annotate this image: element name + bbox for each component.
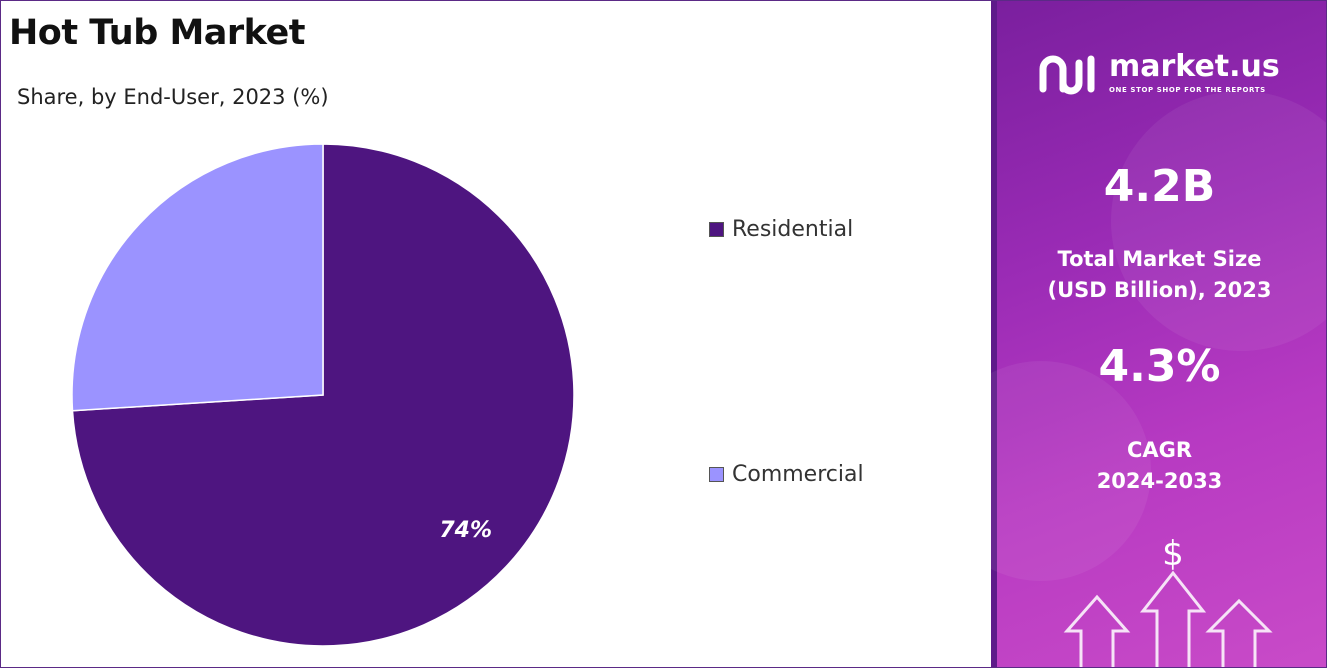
cagr-label-line1: CAGR	[1126, 438, 1193, 462]
brand-name: market.us	[1109, 49, 1280, 84]
cagr-label-line2: 2024-2033	[1096, 469, 1223, 493]
data-label-residential: 74%	[439, 518, 492, 543]
legend-label-commercial: Commercial	[732, 462, 864, 487]
brand-tagline: ONE STOP SHOP FOR THE REPORTS	[1109, 86, 1266, 94]
sidebar-stripe	[991, 1, 997, 667]
chart-panel: Hot Tub Market Share, by End-User, 2023 …	[1, 1, 991, 667]
chart-title: Hot Tub Market	[9, 13, 305, 53]
legend-item-residential: Residential	[709, 217, 853, 242]
legend-item-commercial: Commercial	[709, 462, 864, 487]
legend-label-residential: Residential	[732, 217, 854, 242]
legend-swatch-commercial	[709, 467, 724, 482]
chart-subtitle: Share, by End-User, 2023 (%)	[17, 85, 329, 109]
dollar-sign-icon: $	[1162, 534, 1184, 574]
legend-swatch-residential	[709, 222, 724, 237]
pie-slice-commercial	[71, 143, 324, 412]
cagr-value: 4.3%	[1098, 341, 1221, 392]
brand-logo: market.us ONE STOP SHOP FOR THE REPORTS	[1037, 49, 1280, 97]
growth-arrows-icon: $	[1063, 534, 1273, 667]
stats-sidebar: market.us ONE STOP SHOP FOR THE REPORTS …	[991, 1, 1326, 667]
background-decoration	[1111, 91, 1326, 351]
market-size-value: 4.2B	[1103, 161, 1216, 212]
market-size-label-line1: Total Market Size	[1057, 247, 1262, 271]
market-us-logo-icon	[1039, 55, 1095, 95]
pie-chart: 74%	[71, 143, 575, 647]
market-size-label-line2: (USD Billion), 2023	[1047, 278, 1272, 302]
